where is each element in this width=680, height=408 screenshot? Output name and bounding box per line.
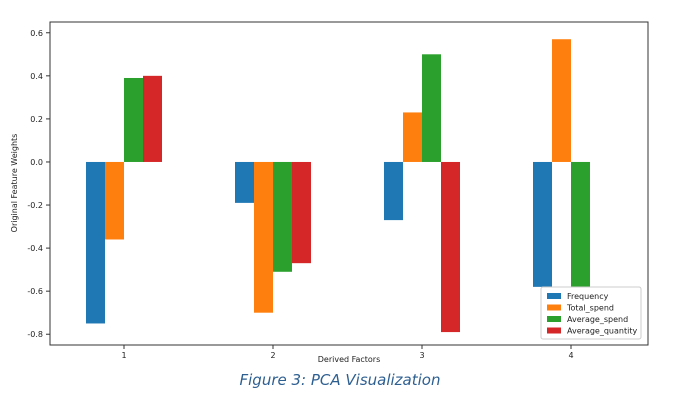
bar-average-quantity-factor-3 xyxy=(441,161,460,333)
y-tick-label: 0.6 xyxy=(30,29,43,38)
x-axis-label: Derived Factors xyxy=(318,355,381,364)
bar-average-quantity-factor-1 xyxy=(143,75,162,162)
bar-frequency-factor-4 xyxy=(533,161,552,287)
bar-average-quantity-factor-2 xyxy=(292,161,311,264)
legend-swatch-total-spend xyxy=(547,304,561,311)
legend-label-total-spend: Total_spend xyxy=(566,304,614,313)
legend-swatch-average-quantity xyxy=(547,327,561,334)
bar-frequency-factor-2 xyxy=(235,161,254,203)
y-tick-label: 0.4 xyxy=(30,72,43,81)
bar-total-spend-factor-2 xyxy=(254,161,273,313)
x-axis-ticks: 1 2 3 4 xyxy=(121,345,574,360)
legend-swatch-average-spend xyxy=(547,316,561,322)
y-tick-label: 0.2 xyxy=(30,115,43,124)
legend-swatch-frequency xyxy=(547,293,561,299)
y-axis-ticks: 0.6 0.4 0.2 0.0 -0.2 -0.4 -0.6 -0.8 xyxy=(27,29,50,339)
y-tick-label: -0.4 xyxy=(27,244,43,253)
bar-average-spend-factor-1 xyxy=(124,77,143,162)
legend-label-average-quantity: Average_quantity xyxy=(567,327,637,336)
x-tick-label: 1 xyxy=(121,351,126,360)
bar-average-spend-factor-4 xyxy=(571,161,590,287)
bar-total-spend-factor-4 xyxy=(552,39,571,162)
bar-average-spend-factor-3 xyxy=(422,54,441,162)
legend: Frequency Total_spend Average_spend Average… xyxy=(540,286,642,340)
bar-average-spend-factor-2 xyxy=(273,161,292,272)
x-tick-label: 4 xyxy=(568,351,573,360)
bar-frequency-factor-3 xyxy=(384,161,403,221)
x-tick-label: 2 xyxy=(270,351,275,360)
legend-label-average-spend: Average_spend xyxy=(567,315,628,324)
y-tick-label: -0.2 xyxy=(27,201,43,210)
y-axis-label: Original Feature Weights xyxy=(10,134,19,233)
bar-total-spend-factor-3 xyxy=(403,112,422,162)
x-tick-label: 3 xyxy=(419,351,424,360)
figure-caption: Figure 3: PCA Visualization xyxy=(239,371,441,389)
bars-group xyxy=(86,39,590,333)
y-tick-label: -0.6 xyxy=(27,287,43,296)
y-tick-label: 0.0 xyxy=(30,158,43,167)
y-tick-label: -0.8 xyxy=(27,330,43,339)
legend-box xyxy=(540,286,642,340)
bar-total-spend-factor-1 xyxy=(105,161,124,240)
legend-label-frequency: Frequency xyxy=(567,292,609,301)
bar-frequency-factor-1 xyxy=(86,161,105,324)
